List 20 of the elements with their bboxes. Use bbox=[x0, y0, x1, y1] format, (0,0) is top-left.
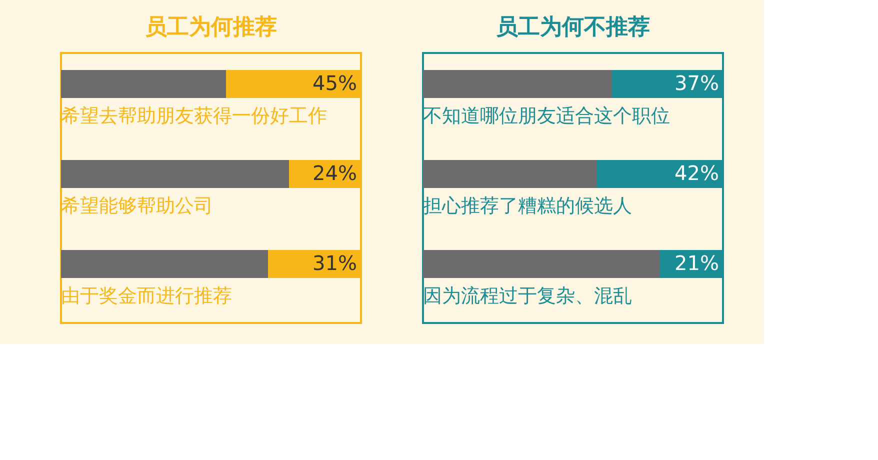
category-label: 担心推荐了糟糕的候选人 bbox=[423, 195, 632, 217]
data-label: 21% bbox=[674, 251, 719, 275]
bar bbox=[423, 250, 660, 278]
data-label: 24% bbox=[312, 161, 357, 185]
category-label: 不知道哪位朋友适合这个职位 bbox=[423, 105, 670, 127]
category-label: 因为流程过于复杂、混乱 bbox=[423, 285, 632, 307]
category-label: 由于奖金而进行推荐 bbox=[61, 285, 232, 307]
category-label: 希望去帮助朋友获得一份好工作 bbox=[61, 105, 327, 127]
category-label: 希望能够帮助公司 bbox=[61, 195, 213, 217]
bar bbox=[61, 250, 268, 278]
chart-title: 员工为何不推荐 bbox=[496, 15, 650, 40]
data-label: 45% bbox=[312, 71, 357, 95]
chart-title: 员工为何推荐 bbox=[145, 15, 277, 40]
data-label: 37% bbox=[674, 71, 719, 95]
data-label: 31% bbox=[312, 251, 357, 275]
bar bbox=[423, 160, 597, 188]
data-label: 42% bbox=[674, 161, 719, 185]
bar bbox=[423, 70, 612, 98]
bar bbox=[61, 160, 289, 188]
bar bbox=[61, 70, 226, 98]
